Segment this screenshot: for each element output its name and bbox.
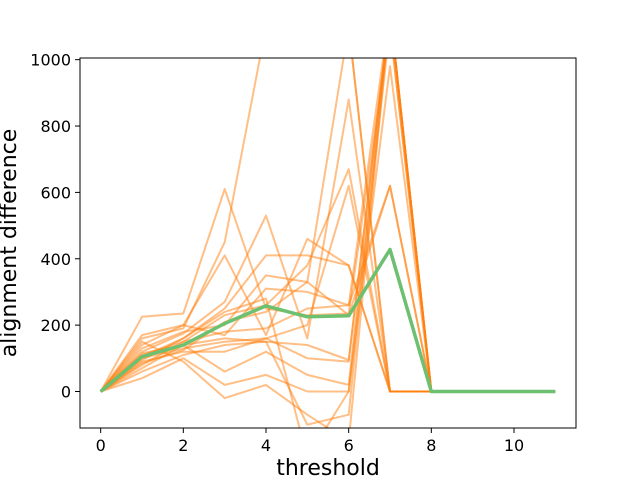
- x-axis-title: threshold: [276, 456, 380, 480]
- y-tick-label: 1000: [30, 51, 71, 70]
- x-tick-label: 4: [261, 436, 271, 455]
- y-axis-title: alignment difference: [0, 129, 22, 358]
- x-tick-label: 6: [344, 436, 354, 455]
- y-tick-label: 400: [40, 250, 71, 269]
- y-axis: 0 200 400 600 800 1000: [30, 51, 80, 401]
- x-tick-label: 8: [426, 436, 436, 455]
- y-tick-label: 200: [40, 316, 71, 335]
- mean-series-line: [99, 247, 556, 394]
- x-tick-label: 10: [504, 436, 524, 455]
- x-tick-label: 0: [96, 436, 106, 455]
- plot-area: [80, 58, 576, 428]
- plot-frame: [79, 57, 577, 429]
- y-tick-label: 600: [40, 183, 71, 202]
- x-axis: 0 2 4 6 8 10: [96, 428, 524, 455]
- x-tick-label: 2: [178, 436, 188, 455]
- series-layer: [99, 58, 556, 428]
- y-tick-label: 0: [61, 382, 71, 401]
- y-tick-label: 800: [40, 117, 71, 136]
